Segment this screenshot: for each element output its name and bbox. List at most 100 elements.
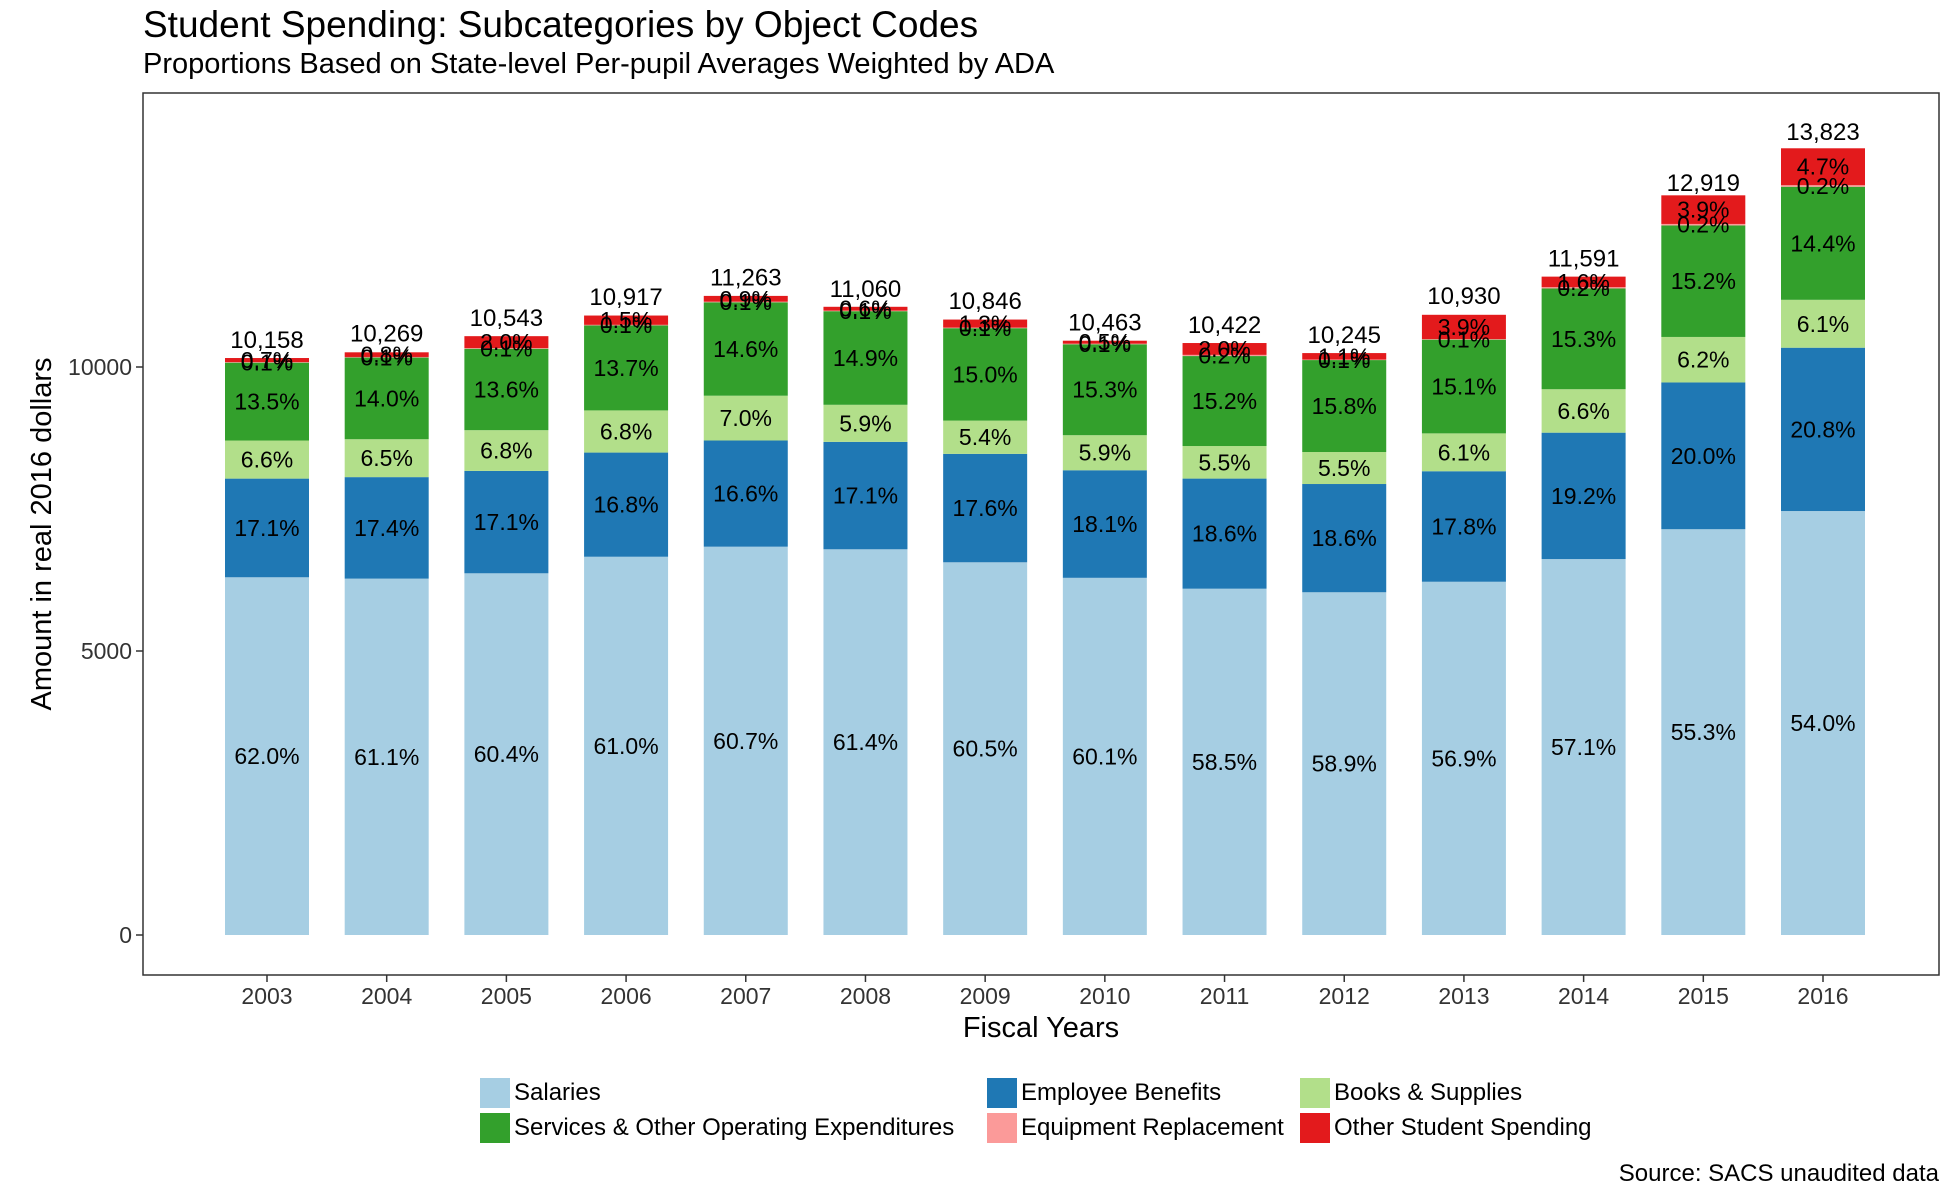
bar-services-other-operating-expenditures-2014 [1541,288,1626,390]
data-label-employee-benefits-2013: 17.8% [1431,513,1496,539]
x-tick-label-2005: 2005 [481,983,532,1009]
data-label-services-other-operating-expenditures-2004: 14.0% [354,385,419,411]
chart-subtitle: Proportions Based on State-level Per-pup… [143,48,1055,80]
data-label-services-other-operating-expenditures-2007: 14.6% [713,336,778,362]
bar-services-other-operating-expenditures-2006 [584,325,669,411]
y-axis-title: Amount in real 2016 dollars [26,357,58,710]
bar-other-student-spending-2014 [1541,276,1626,288]
data-label-equipment-replacement-2007: 0.1% [720,289,772,315]
data-label-employee-benefits-2015: 20.0% [1671,443,1736,469]
total-label-2005: 10,543 [470,305,543,332]
total-label-2006: 10,917 [589,284,662,311]
data-label-books-supplies-2009: 5.4% [959,424,1011,450]
data-label-equipment-replacement-2012: 0.1% [1318,347,1370,373]
bar-employee-benefits-2003 [225,478,309,578]
plot-panel [143,93,1939,975]
bar-books-supplies-2005 [464,430,549,471]
data-label-books-supplies-2007: 7.0% [720,405,772,431]
bar-other-student-spending-2006 [584,315,669,325]
data-label-services-other-operating-expenditures-2010: 15.3% [1072,377,1137,403]
bar-employee-benefits-2012 [1302,484,1387,593]
data-label-services-other-operating-expenditures-2012: 15.8% [1312,393,1377,419]
data-label-services-other-operating-expenditures-2015: 15.2% [1671,268,1736,294]
data-label-books-supplies-2004: 6.5% [360,445,412,471]
bar-salaries-2012 [1302,592,1387,935]
bar-services-other-operating-expenditures-2016 [1781,186,1865,300]
data-label-employee-benefits-2008: 17.1% [833,483,898,509]
bar-salaries-2011 [1182,588,1267,935]
bar-other-student-spending-2016 [1781,148,1865,186]
bar-equipment-replacement-2011 [1182,354,1267,357]
x-tick-label-2009: 2009 [960,983,1011,1009]
bar-employee-benefits-2004 [344,477,429,579]
data-label-books-supplies-2011: 5.5% [1198,449,1250,475]
data-label-salaries-2007: 60.7% [713,728,778,754]
data-label-equipment-replacement-2015: 0.2% [1677,212,1729,238]
bar-employee-benefits-2010 [1062,470,1147,578]
data-label-salaries-2006: 61.0% [593,733,658,759]
data-label-books-supplies-2010: 5.9% [1079,440,1131,466]
bar-services-other-operating-expenditures-2008 [823,311,908,405]
data-label-equipment-replacement-2016: 0.2% [1797,173,1849,199]
bar-salaries-2015 [1661,529,1746,935]
data-label-salaries-2008: 61.4% [833,729,898,755]
bar-equipment-replacement-2005 [464,348,549,349]
data-label-other-student-spending-2015: 3.9% [1677,197,1729,223]
data-label-equipment-replacement-2011: 0.2% [1198,342,1250,368]
bar-other-student-spending-2004 [344,352,429,357]
bar-books-supplies-2004 [344,439,429,478]
data-label-employee-benefits-2014: 19.2% [1551,483,1616,509]
x-tick-label-2013: 2013 [1438,983,1489,1009]
data-label-equipment-replacement-2009: 0.1% [959,315,1011,341]
bar-other-student-spending-2015 [1661,195,1746,224]
data-label-employee-benefits-2010: 18.1% [1072,511,1137,537]
data-label-services-other-operating-expenditures-2006: 13.7% [593,355,658,381]
bar-salaries-2009 [943,562,1028,935]
bar-books-supplies-2015 [1661,336,1746,383]
data-label-books-supplies-2012: 5.5% [1318,455,1370,481]
bar-books-supplies-2016 [1781,299,1865,348]
data-label-other-student-spending-2008: 0.6% [839,296,891,322]
bar-equipment-replacement-2006 [584,324,669,326]
data-label-equipment-replacement-2008: 0.1% [839,298,891,324]
bar-other-student-spending-2013 [1421,314,1506,340]
data-label-salaries-2014: 57.1% [1551,734,1616,760]
data-label-other-student-spending-2007: 0.9% [720,286,772,312]
data-label-employee-benefits-2007: 16.6% [713,481,778,507]
bar-books-supplies-2009 [943,420,1028,454]
x-tick-label-2006: 2006 [600,983,651,1009]
data-label-employee-benefits-2016: 20.8% [1790,416,1855,442]
x-tick-label-2012: 2012 [1319,983,1370,1009]
bar-employee-benefits-2007 [703,440,788,547]
data-label-employee-benefits-2011: 18.6% [1192,521,1257,547]
bar-services-other-operating-expenditures-2009 [943,328,1028,421]
bar-services-other-operating-expenditures-2003 [225,362,309,441]
data-label-services-other-operating-expenditures-2014: 15.3% [1551,326,1616,352]
data-label-salaries-2003: 62.0% [234,743,299,769]
total-label-2012: 10,245 [1308,322,1381,349]
bar-other-student-spending-2007 [703,295,788,302]
data-label-services-other-operating-expenditures-2013: 15.1% [1431,374,1496,400]
x-axis-title: Fiscal Years [963,1012,1119,1044]
plot-border [142,92,1940,976]
bar-equipment-replacement-2007 [703,301,788,303]
bar-books-supplies-2006 [584,410,669,453]
bar-employee-benefits-2009 [943,453,1028,563]
data-label-salaries-2010: 60.1% [1072,743,1137,769]
data-label-services-other-operating-expenditures-2009: 15.0% [953,361,1018,387]
total-label-2015: 12,919 [1667,170,1740,197]
total-label-2007: 11,263 [710,264,782,291]
bar-other-student-spending-2009 [943,319,1028,328]
data-label-books-supplies-2005: 6.8% [480,438,532,464]
x-tick-label-2015: 2015 [1678,983,1729,1009]
bar-books-supplies-2008 [823,404,908,442]
data-label-books-supplies-2016: 6.1% [1797,311,1849,337]
bar-salaries-2014 [1541,559,1626,935]
bar-equipment-replacement-2016 [1781,185,1865,187]
total-label-2009: 10,846 [948,288,1021,315]
bar-services-other-operating-expenditures-2007 [703,302,788,396]
bar-services-other-operating-expenditures-2013 [1421,339,1506,434]
bar-employee-benefits-2013 [1421,471,1506,582]
bar-other-student-spending-2010 [1062,340,1147,344]
bar-salaries-2003 [225,577,309,935]
